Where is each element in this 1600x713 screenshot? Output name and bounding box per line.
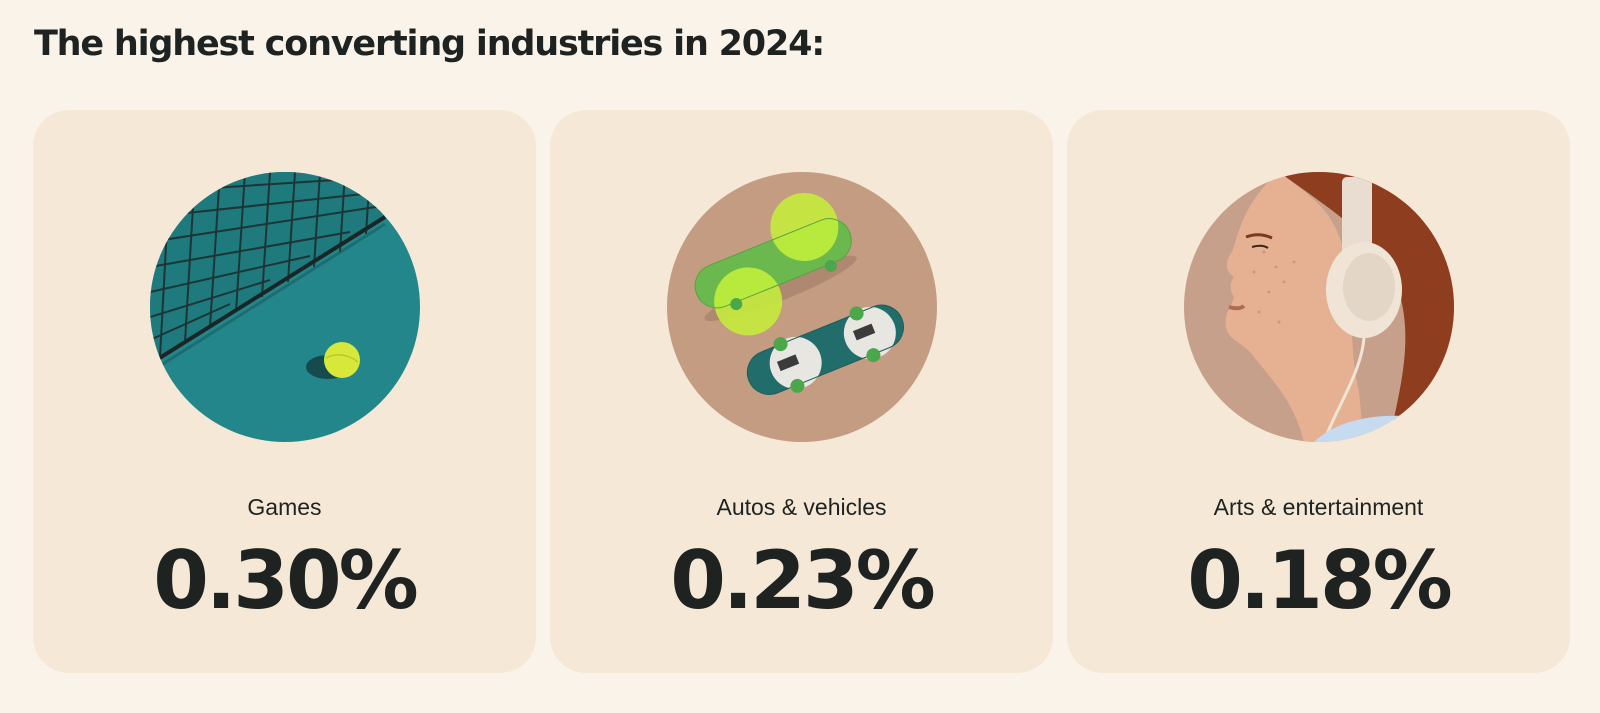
stat-cards: Games 0.30%	[33, 110, 1570, 673]
stat-card-games: Games 0.30%	[33, 110, 536, 673]
skateboards-image	[667, 172, 937, 442]
person-headphones-image	[1184, 172, 1454, 442]
stat-card-arts-entertainment: Arts & entertainment 0.18%	[1067, 110, 1570, 673]
tennis-court-ball-image	[150, 172, 420, 442]
conversion-rate-value: 0.23%	[670, 534, 936, 627]
industry-label: Arts & entertainment	[1213, 494, 1424, 520]
industry-label: Games	[247, 494, 322, 520]
conversion-rate-value: 0.18%	[1187, 534, 1453, 627]
industry-label: Autos & vehicles	[716, 494, 887, 520]
page-title: The highest converting industries in 202…	[34, 24, 825, 64]
stat-card-autos-vehicles: Autos & vehicles 0.23%	[550, 110, 1053, 673]
conversion-rate-value: 0.30%	[153, 534, 419, 627]
